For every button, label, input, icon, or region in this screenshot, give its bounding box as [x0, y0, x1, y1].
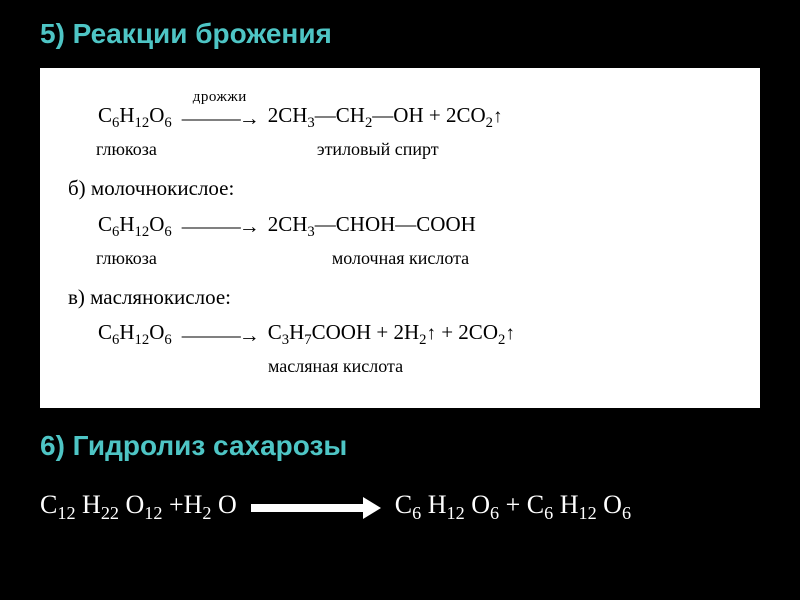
reactant-sucrose: С12 Н22 О12 +Н2 О	[40, 490, 237, 524]
reactant-glucose-1: C6H12O6	[98, 100, 172, 134]
arrow-yeast: дрожжи ———→	[182, 86, 258, 134]
labels-row-2: глюкоза молочная кислота	[68, 245, 732, 272]
arrow-3: ———→	[182, 320, 258, 352]
product-glucose-fructose: С6 Н12 О6 + С6 Н12 О6	[395, 490, 631, 524]
reaction-alcohol: C6H12O6 дрожжи ———→ 2CH3—CH2—OH + 2CO2↑	[98, 86, 732, 134]
arrow-icon: ———→	[182, 103, 258, 135]
label-ethanol: этиловый спирт	[317, 136, 439, 163]
label-glucose-1: глюкоза	[96, 136, 157, 163]
arrow-2: ———→	[182, 211, 258, 243]
heading-lactic: б) молочнокислое:	[68, 173, 732, 205]
reactions-box: C6H12O6 дрожжи ———→ 2CH3—CH2—OH + 2CO2↑ …	[40, 68, 760, 408]
arrow-icon: ———→	[182, 211, 258, 243]
label-butyric-acid: масляная кислота	[268, 353, 403, 380]
reaction-butyric: C6H12O6 ———→ C3H7COOH + 2H2↑ + 2CO2↑	[98, 317, 732, 351]
reaction-lactic: C6H12O6 ———→ 2CH3—CHOH—COOH	[98, 209, 732, 243]
thick-arrow-icon	[251, 503, 381, 513]
title-fermentation: 5) Реакции брожения	[40, 18, 760, 50]
title-hydrolysis: 6) Гидролиз сахарозы	[40, 430, 760, 462]
product-ethanol: 2CH3—CH2—OH + 2CO2↑	[268, 100, 503, 134]
product-butyric: C3H7COOH + 2H2↑ + 2CO2↑	[268, 317, 515, 351]
label-lactic-acid: молочная кислота	[332, 245, 469, 272]
arrow-icon: ———→	[182, 320, 258, 352]
labels-row-3: масляная кислота	[68, 353, 732, 380]
reactant-glucose-3: C6H12O6	[98, 317, 172, 351]
labels-row-1: глюкоза этиловый спирт	[68, 136, 732, 163]
product-lactic: 2CH3—CHOH—COOH	[268, 209, 476, 243]
reactant-glucose-2: C6H12O6	[98, 209, 172, 243]
heading-butyric: в) маслянокислое:	[68, 282, 732, 314]
label-glucose-2: глюкоза	[96, 245, 157, 272]
reaction-hydrolysis: С12 Н22 О12 +Н2 О С6 Н12 О6 + С6 Н12 О6	[40, 490, 760, 524]
slide: 5) Реакции брожения C6H12O6 дрожжи ———→ …	[0, 0, 800, 600]
